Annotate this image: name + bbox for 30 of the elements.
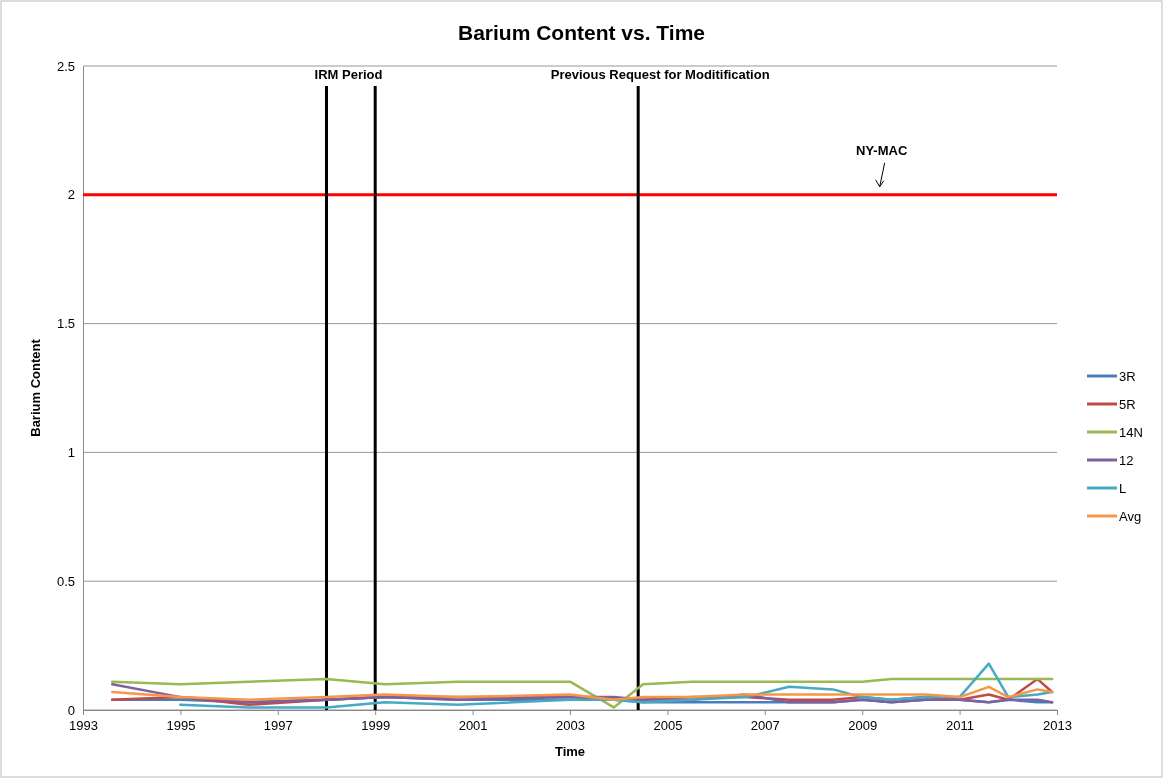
ref-line-label: NY-MAC	[856, 142, 908, 158]
y-tick-label: 0	[67, 702, 75, 718]
x-tick-label: 2007	[750, 718, 780, 734]
x-tick-label: 1995	[166, 718, 196, 734]
legend-label: 14N	[1119, 425, 1143, 440]
y-tick-label: 2	[67, 187, 75, 203]
x-tick-label: 2005	[653, 718, 683, 734]
x-tick-label: 2003	[556, 718, 585, 734]
x-axis-title: Time	[554, 744, 586, 759]
ref-line-label: Previous Request for Moditification	[550, 67, 770, 82]
legend-label: Avg	[1119, 509, 1142, 524]
y-tick-label: 2.5	[56, 58, 75, 74]
y-tick-label: 1	[67, 445, 75, 461]
legend-label: 3R	[1119, 369, 1136, 384]
legend-label: L	[1119, 481, 1127, 496]
ref-line-label: IRM Period	[314, 67, 383, 82]
line-series	[179, 662, 1054, 709]
x-tick-label: 1999	[361, 718, 391, 734]
chart-title: Barium Content vs. Time	[458, 21, 705, 44]
legend-label: 5R	[1119, 397, 1136, 412]
x-tick-label: 1997	[263, 718, 293, 734]
y-tick-label: 0.5	[56, 573, 75, 589]
y-axis-title: Barium Content	[28, 338, 43, 437]
y-tick-label: 1.5	[56, 316, 75, 332]
x-tick-label: 2013	[1043, 718, 1072, 734]
legend-label: 12	[1119, 453, 1134, 468]
x-tick-label: 2001	[458, 718, 488, 734]
x-tick-label: 2009	[848, 718, 878, 734]
x-tick-label: 1993	[69, 718, 98, 734]
x-tick-label: 2011	[946, 718, 975, 734]
